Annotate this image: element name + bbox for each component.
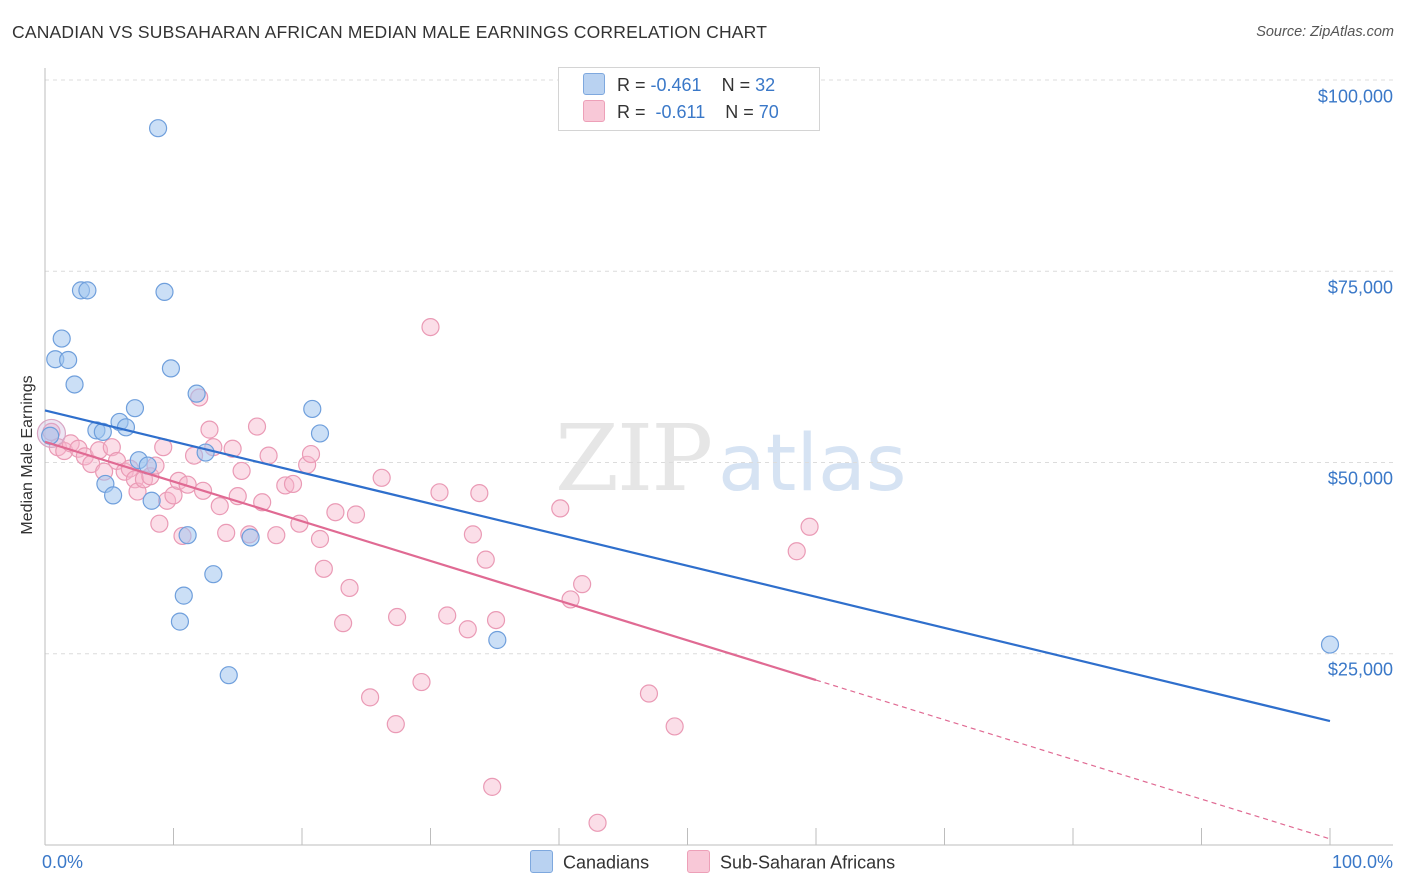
subsaharan-point xyxy=(361,688,380,707)
subsaharan-point xyxy=(573,575,592,594)
canadians-r-value: -0.461 xyxy=(650,75,702,95)
canadians-point xyxy=(125,399,145,418)
canadians-point xyxy=(488,630,507,650)
subsaharan-point xyxy=(387,607,407,627)
subsaharan-n-value: 70 xyxy=(758,102,779,122)
subsaharan-point xyxy=(259,446,278,465)
y-tick-label: $75,000 xyxy=(1327,277,1393,298)
subsaharan-points xyxy=(36,317,819,832)
x-tick-label-max: 100.0% xyxy=(1331,852,1393,872)
subsaharan-point xyxy=(217,523,236,542)
y-tick-label: $100,000 xyxy=(1317,86,1393,107)
chart-title: CANADIAN VS SUBSAHARAN AFRICAN MEDIAN MA… xyxy=(12,22,768,42)
subsaharan-point xyxy=(463,525,483,544)
correlation-legend: R = -0.461 N = 32 R = -0.611 N = 70 xyxy=(558,67,820,131)
subsaharan-point xyxy=(232,461,251,481)
subsaharan-point xyxy=(267,526,286,545)
canadians-point xyxy=(104,486,123,505)
gridlines xyxy=(45,79,1393,655)
y-tick-label: $25,000 xyxy=(1327,659,1393,680)
canadians-point xyxy=(161,359,181,378)
subsaharan-point xyxy=(430,483,449,502)
bottom-legend-canadians: Canadians xyxy=(530,850,649,875)
subsaharan-point xyxy=(412,672,431,692)
source-note: Source: ZipAtlas.com xyxy=(1256,24,1394,40)
subsaharan-point xyxy=(340,578,359,598)
canadians-point xyxy=(204,565,223,584)
subsaharan-point xyxy=(200,420,219,439)
subsaharan-point xyxy=(800,517,819,536)
trend-lines xyxy=(44,409,1331,840)
canadians-point xyxy=(52,329,71,348)
canadians-legend-icon xyxy=(530,850,553,873)
legend-row-canadians: R = -0.461 N = 32 xyxy=(583,73,776,97)
canadians-point xyxy=(170,612,190,631)
subsaharan-point xyxy=(483,777,502,796)
watermark-atlas: atlas xyxy=(718,419,907,509)
canadians-point xyxy=(219,666,238,685)
canadians-point xyxy=(41,426,60,445)
subsaharan-point xyxy=(386,715,405,734)
subsaharan-point xyxy=(438,606,457,625)
legend-row-subsaharan: R = -0.611 N = 70 xyxy=(583,100,779,124)
subsaharan-point xyxy=(283,474,303,494)
canadians-point xyxy=(174,586,193,605)
subsaharan-legend-icon xyxy=(687,850,710,873)
subsaharan-point xyxy=(310,529,330,549)
subsaharan-point xyxy=(588,813,607,832)
subsaharan-point xyxy=(476,550,495,569)
subsaharan-point xyxy=(665,717,684,736)
x-tick-label-min: 0.0% xyxy=(42,852,84,872)
subsaharan-point xyxy=(247,417,267,436)
canadians-point xyxy=(187,384,206,403)
canadians-point xyxy=(148,119,168,138)
subsaharan-point xyxy=(150,514,169,533)
canadians-point xyxy=(178,526,197,545)
subsaharan-point xyxy=(326,503,345,522)
subsaharan-point xyxy=(301,444,321,464)
watermark-zip: ZIP xyxy=(555,405,711,512)
subsaharan-point xyxy=(334,614,353,633)
subsaharan-point xyxy=(372,468,391,487)
canadians-point xyxy=(155,282,174,302)
watermark: ZIP atlas xyxy=(555,405,907,512)
canadians-point xyxy=(78,281,97,300)
canadians-n-value: 32 xyxy=(755,75,776,95)
subsaharan-point xyxy=(314,559,333,578)
canadians-point xyxy=(116,418,136,437)
canadians-point xyxy=(142,491,161,510)
subsaharan-point xyxy=(346,505,366,524)
canadians-point xyxy=(310,424,330,443)
axes xyxy=(44,68,1393,846)
canadians-point xyxy=(1320,635,1340,654)
subsaharan-point xyxy=(458,620,477,639)
subsaharan-point xyxy=(178,475,197,494)
subsaharan-point xyxy=(210,497,229,516)
subsaharan-point xyxy=(102,438,121,457)
y-tick-label: $50,000 xyxy=(1327,468,1393,489)
subsaharan-point xyxy=(639,684,659,703)
canadians-point xyxy=(303,399,322,419)
canadians-point xyxy=(65,375,84,394)
subsaharan-point xyxy=(787,542,806,561)
canadians-point xyxy=(241,528,260,547)
subsaharan-point xyxy=(470,484,489,503)
canadians-swatch-icon xyxy=(583,73,605,96)
subsaharan-point xyxy=(486,610,506,630)
subsaharan-point xyxy=(276,476,295,495)
subsaharan-point xyxy=(421,317,440,337)
canadians-point xyxy=(59,350,78,370)
subsaharan-trend-extension xyxy=(815,679,1331,840)
canadians-point xyxy=(196,443,215,462)
canadians-points xyxy=(41,119,1340,685)
canadians-trend-line xyxy=(44,409,1331,723)
subsaharan-point xyxy=(223,439,242,458)
subsaharan-point xyxy=(551,499,570,518)
bottom-legend-subsaharan: Sub-Saharan Africans xyxy=(687,850,895,875)
subsaharan-trend-line xyxy=(44,440,817,682)
subsaharan-swatch-icon xyxy=(583,100,605,123)
subsaharan-r-value: -0.611 xyxy=(655,102,706,122)
